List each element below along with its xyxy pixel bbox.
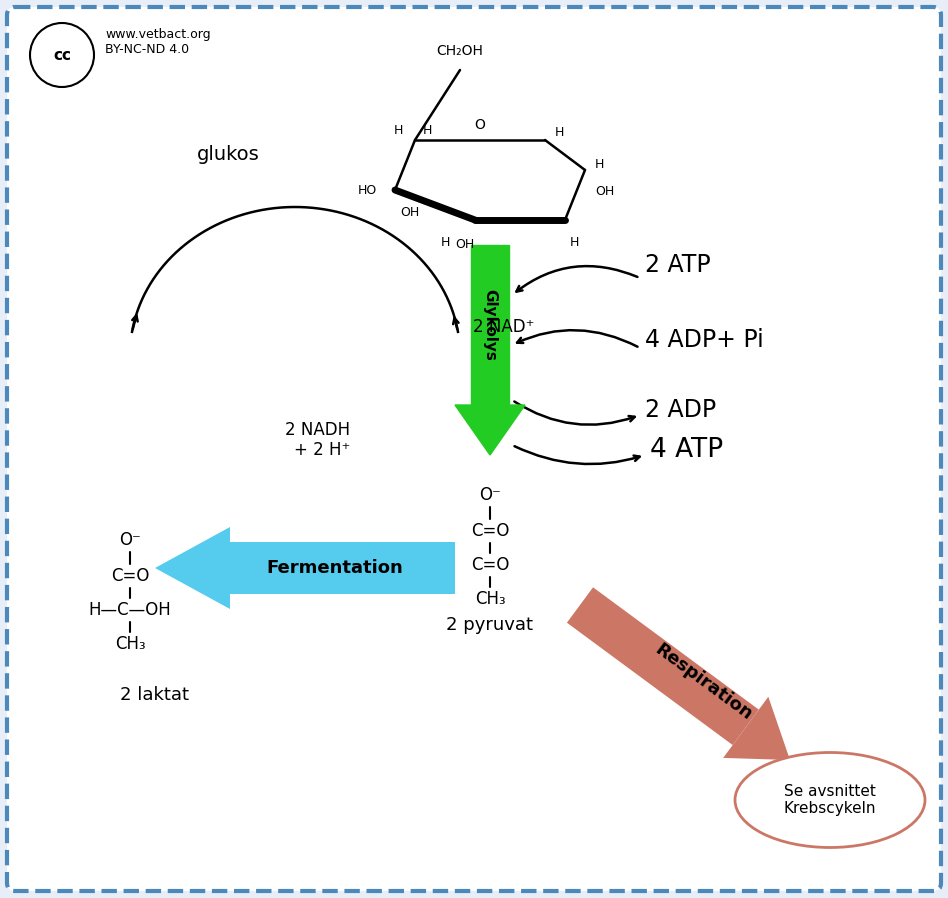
Text: 4 ADP+ Pi: 4 ADP+ Pi: [645, 328, 764, 352]
Text: C=O: C=O: [111, 567, 149, 585]
Circle shape: [30, 23, 94, 87]
Text: CH₃: CH₃: [475, 590, 505, 608]
Polygon shape: [567, 587, 758, 745]
Text: Respiration: Respiration: [651, 641, 756, 725]
Text: Glykolys: Glykolys: [483, 289, 498, 361]
Text: H: H: [595, 159, 605, 172]
Text: O⁻: O⁻: [479, 486, 501, 504]
Text: glukos: glukos: [197, 145, 260, 164]
Text: 2 NADH
+ 2 H⁺: 2 NADH + 2 H⁺: [285, 420, 350, 460]
Text: 2 pyruvat: 2 pyruvat: [447, 616, 534, 634]
Text: 4 ATP: 4 ATP: [650, 437, 723, 463]
Text: HO: HO: [357, 183, 377, 197]
Text: H: H: [570, 236, 579, 249]
Text: OH: OH: [455, 238, 475, 251]
Text: Se avsnittet
Krebscykeln: Se avsnittet Krebscykeln: [784, 784, 876, 816]
Polygon shape: [723, 697, 790, 760]
Text: H—C—OH: H—C—OH: [88, 601, 172, 619]
Text: 2 ADP: 2 ADP: [645, 398, 716, 422]
Polygon shape: [471, 245, 509, 405]
Text: C=O: C=O: [471, 556, 509, 574]
Text: OH: OH: [400, 206, 419, 219]
Polygon shape: [455, 405, 525, 455]
Text: www.vetbact.org
BY-NC-ND 4.0: www.vetbact.org BY-NC-ND 4.0: [105, 28, 210, 56]
FancyBboxPatch shape: [7, 7, 941, 891]
Text: H: H: [555, 126, 564, 138]
Text: H: H: [440, 236, 449, 249]
Text: O⁻: O⁻: [119, 531, 141, 549]
Text: CH₃: CH₃: [115, 635, 145, 653]
Polygon shape: [230, 542, 455, 594]
Text: O: O: [475, 118, 485, 132]
Text: Fermentation: Fermentation: [266, 559, 404, 577]
Text: H: H: [393, 124, 403, 136]
Text: 2 laktat: 2 laktat: [120, 686, 189, 704]
Text: CH₂OH: CH₂OH: [437, 44, 483, 58]
Polygon shape: [155, 527, 230, 609]
Text: 2 NAD⁺: 2 NAD⁺: [473, 318, 535, 336]
Text: OH: OH: [595, 185, 614, 198]
Ellipse shape: [735, 753, 925, 848]
Text: H: H: [423, 124, 432, 136]
Text: 2 ATP: 2 ATP: [645, 253, 711, 277]
Text: C=O: C=O: [471, 522, 509, 540]
Text: cc: cc: [53, 48, 71, 63]
